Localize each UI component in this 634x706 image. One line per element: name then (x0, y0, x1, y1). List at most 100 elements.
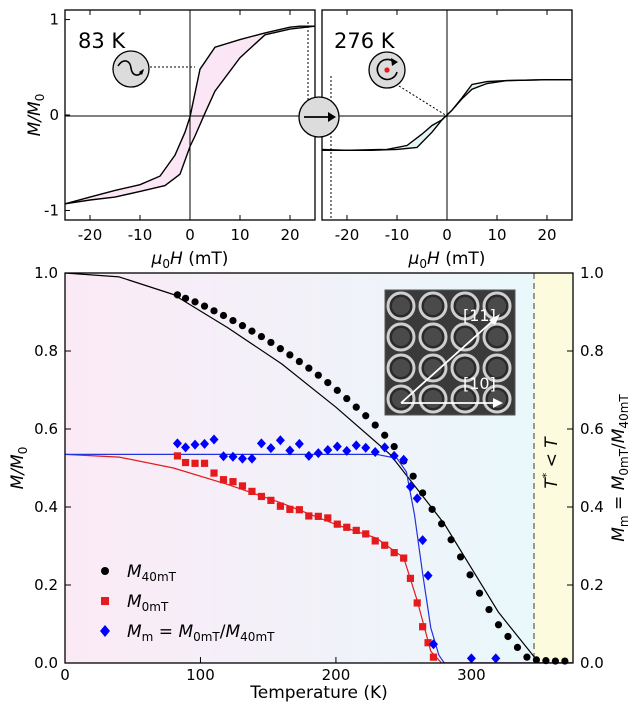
x-tick-label: 0 (185, 226, 195, 244)
inset-ring-core (392, 359, 410, 377)
inset-ring-core (392, 328, 410, 346)
data-point-m0 (429, 653, 438, 661)
hysteresis-curves-83k (65, 25, 315, 205)
inset-label-10: [10] (463, 374, 496, 393)
data-point-mm (304, 450, 314, 461)
y-tick-label: 0 (49, 106, 59, 124)
inset-ring-core (392, 297, 410, 315)
data-point-mm (247, 453, 257, 464)
x-tick-label: -10 (385, 226, 410, 244)
inset-ring-core (424, 359, 442, 377)
hysteresis-curves-276k (322, 78, 572, 152)
data-point-mm (491, 653, 501, 664)
data-point-m0 (400, 554, 408, 562)
x-tick-label: 100 (186, 666, 215, 684)
data-point-m0 (419, 623, 427, 631)
data-point-m40 (314, 371, 322, 379)
x-tick-label: -20 (78, 226, 103, 244)
data-point-mm (285, 445, 295, 456)
panel-temperature: [11] [10] 0 100 200 300 0.0 0.00.2 0.20.4 0.40… (8, 264, 631, 703)
inset-ring-core (392, 390, 410, 408)
data-point-mm (423, 570, 433, 581)
fit-curve-0 (65, 273, 573, 663)
data-point-m0 (181, 458, 190, 467)
temperature-label-276k: 276 K (334, 29, 396, 53)
y-tick-label-right: 0.8 (580, 342, 604, 360)
data-point-mm (218, 451, 228, 462)
y-tick-label-right: 0.4 (580, 498, 604, 516)
y-tick-label-left: 1.0 (34, 264, 58, 282)
data-point-m40 (219, 311, 228, 320)
y-tick-label-right: 0.6 (580, 420, 604, 438)
data-point-m40 (324, 378, 332, 387)
fit-curve-2 (65, 453, 573, 663)
y-tick-label-left: 0.2 (34, 576, 58, 594)
data-point-m40 (532, 656, 541, 664)
data-point-m0 (229, 478, 237, 486)
y-axis-label-83k: M/M0 (25, 94, 47, 137)
data-point-mm (237, 453, 247, 464)
data-point-m40 (475, 589, 484, 597)
inset-ring-core (456, 297, 474, 315)
background-right-band (534, 273, 573, 663)
x-tick-label: 20 (280, 226, 299, 244)
saturated-arrow-circle-icon (298, 96, 340, 138)
data-point-m40 (409, 472, 417, 480)
data-point-m0 (362, 530, 370, 538)
data-point-m40 (210, 307, 218, 315)
x-tick-label: 300 (457, 666, 486, 684)
data-point-m40 (257, 332, 266, 341)
x-tick-label: 10 (487, 226, 506, 244)
x-tick-label: -20 (335, 226, 360, 244)
y-tick-label: -1 (44, 201, 59, 219)
data-point-m40 (352, 403, 360, 411)
x-tick-label: 10 (230, 226, 249, 244)
data-point-mm (380, 442, 390, 453)
temperature-label-83k: 83 K (78, 29, 126, 53)
data-point-m40 (267, 338, 275, 347)
vortex-circle-icon (368, 51, 406, 89)
data-point-m0 (276, 502, 284, 510)
x-tick-label: -10 (128, 226, 153, 244)
x-tick-label: 0 (60, 666, 70, 684)
data-point-mm (342, 445, 352, 456)
data-point-mm (399, 454, 409, 465)
y-tick-label-right: 0.2 (580, 576, 604, 594)
data-point-m0 (286, 505, 294, 513)
data-point-m40 (333, 386, 341, 394)
data-point-m40 (295, 357, 303, 366)
data-point-m40 (447, 536, 455, 544)
data-point-m40 (229, 316, 237, 325)
data-point-mm (361, 442, 371, 453)
x-tick-label: 20 (537, 226, 556, 244)
data-point-m40 (485, 605, 493, 614)
dashed-pointer-276k (398, 85, 448, 117)
y-tick-label-left: 0.4 (34, 498, 58, 516)
x-axis-label-276k: μ0H (mT) (408, 249, 486, 271)
data-point-m0 (406, 574, 415, 582)
y-axis-label-right: Mm = M0mT/M40mT (609, 394, 631, 542)
data-point-m40 (286, 351, 294, 359)
data-point-mm (405, 481, 415, 492)
data-point-m40 (173, 291, 182, 299)
data-point-m40 (466, 571, 474, 579)
x-axis-label-83k: μ0H (mT) (151, 249, 229, 271)
y-tick-label-right: 1.0 (580, 264, 604, 282)
data-point-m40 (381, 431, 389, 439)
data-point-mm (200, 438, 210, 449)
data-point-mm (313, 448, 323, 459)
data-point-m0 (343, 523, 351, 531)
x-ticks-83k: -20 -10 0 10 20 (78, 10, 300, 244)
data-point-m40 (305, 364, 313, 372)
inset-ring-core (424, 297, 442, 315)
inset-ring-core (456, 328, 474, 346)
y-tick-label-left: 0.0 (34, 654, 58, 672)
data-point-m0 (305, 512, 313, 520)
data-point-mm (323, 445, 333, 456)
inset-ring-core (424, 390, 442, 408)
winding-arrow-circle-icon (112, 50, 150, 88)
data-point-m40 (362, 412, 370, 420)
data-point-mm (294, 438, 304, 449)
data-point-mm (190, 439, 200, 450)
data-point-m0 (352, 526, 360, 534)
